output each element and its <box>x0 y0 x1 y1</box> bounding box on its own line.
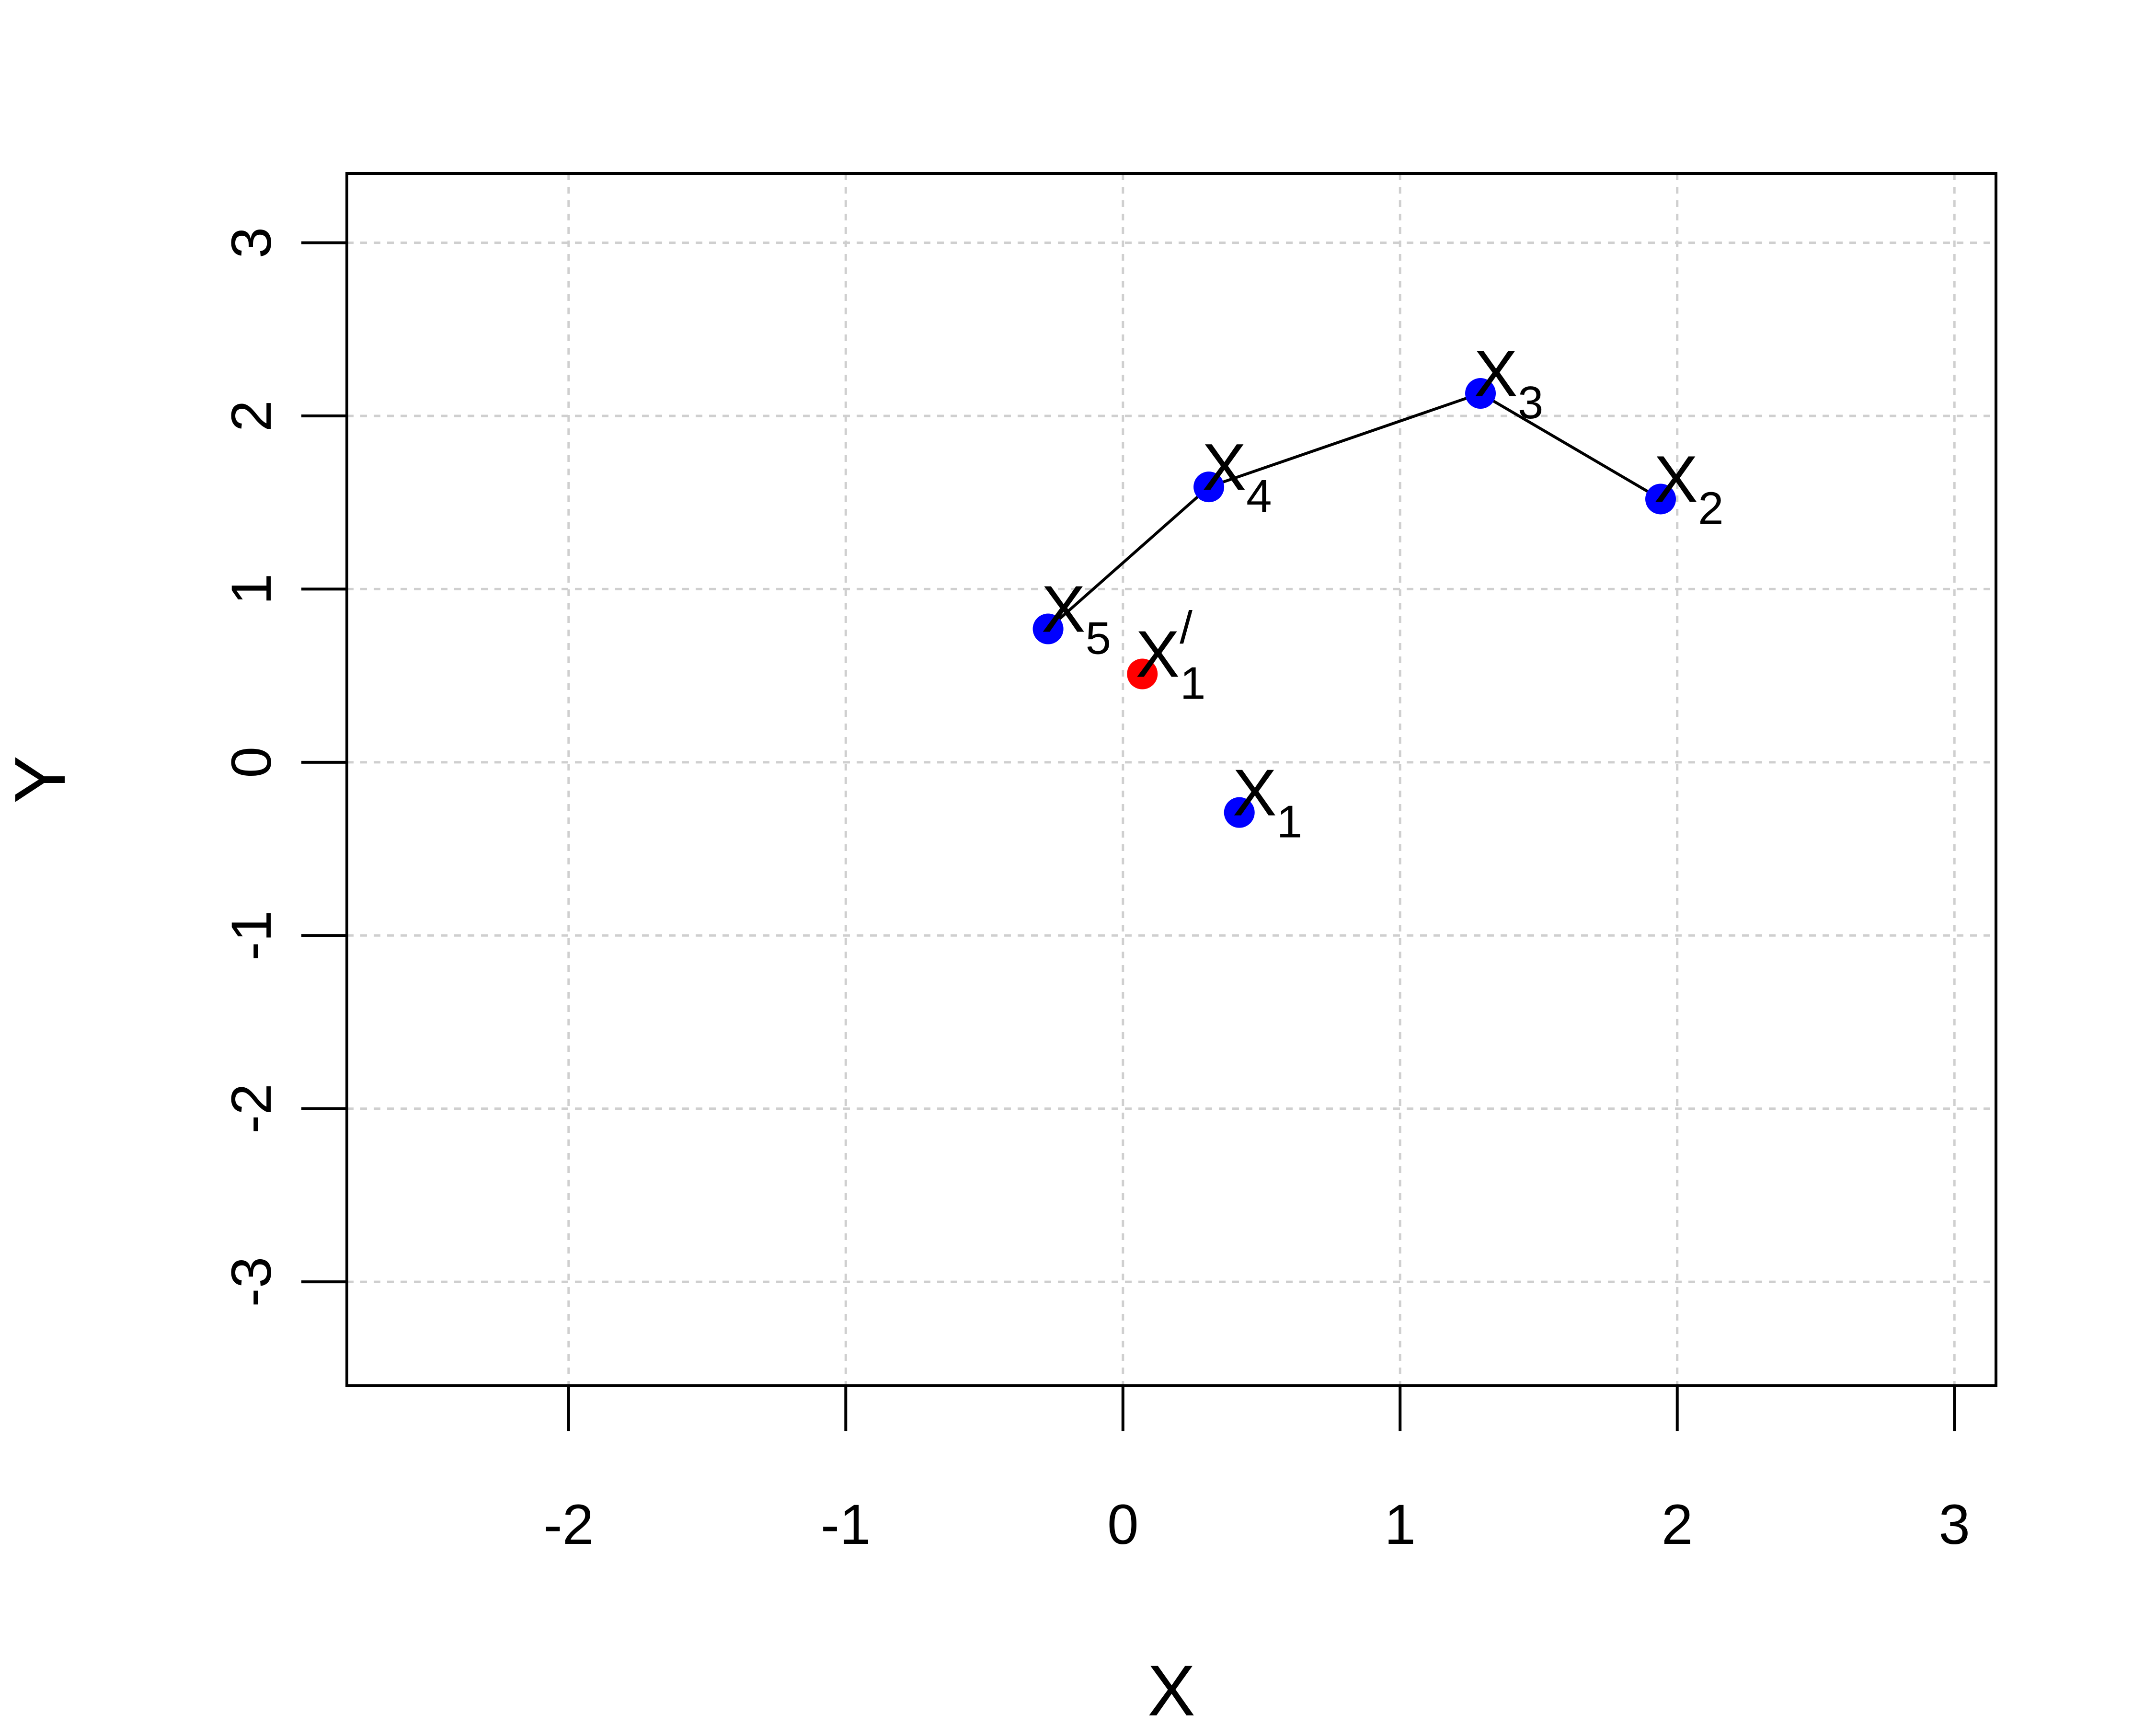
y-tick-label: 1 <box>220 574 283 605</box>
data-point <box>1645 483 1676 515</box>
y-tick-label: 3 <box>220 227 283 259</box>
point-label: X3 <box>1474 337 1543 428</box>
x-axis-title: X <box>1147 1650 1195 1725</box>
y-tick-label: -3 <box>220 1257 283 1307</box>
data-point <box>1465 378 1496 409</box>
x-tick-label: -2 <box>543 1493 594 1556</box>
x-axis: -2 -1 0 1 2 3 <box>543 1386 1970 1556</box>
x-tick-label: 2 <box>1662 1493 1693 1556</box>
y-tick-label: 2 <box>220 400 283 432</box>
x-tick-label: 0 <box>1107 1493 1139 1556</box>
data-point <box>1224 797 1255 828</box>
y-tick-label: -1 <box>220 910 283 961</box>
points-series: X1 X2 X3 X4 X5 X/1 <box>1032 337 1723 848</box>
point-label: X5 <box>1042 573 1111 664</box>
x-tick-label: -1 <box>821 1493 871 1556</box>
data-point <box>1193 472 1225 503</box>
y-tick-label: -2 <box>220 1083 283 1134</box>
x-tick-label: 1 <box>1384 1493 1416 1556</box>
point-label: X/1 <box>1135 602 1205 709</box>
y-axis-title: Y <box>0 756 80 804</box>
connecting-line <box>1047 391 1662 630</box>
plot-frame <box>345 172 1997 1387</box>
data-point <box>1127 658 1158 690</box>
grid <box>347 173 1996 1386</box>
data-point <box>1032 613 1064 644</box>
y-tick-label: 0 <box>220 747 283 778</box>
point-label: X4 <box>1202 430 1272 522</box>
point-label: X1 <box>1233 756 1302 848</box>
y-axis: -3 -2 -1 0 1 2 3 <box>220 227 347 1307</box>
x-tick-label: 3 <box>1938 1493 1970 1556</box>
point-label: X2 <box>1654 442 1723 534</box>
